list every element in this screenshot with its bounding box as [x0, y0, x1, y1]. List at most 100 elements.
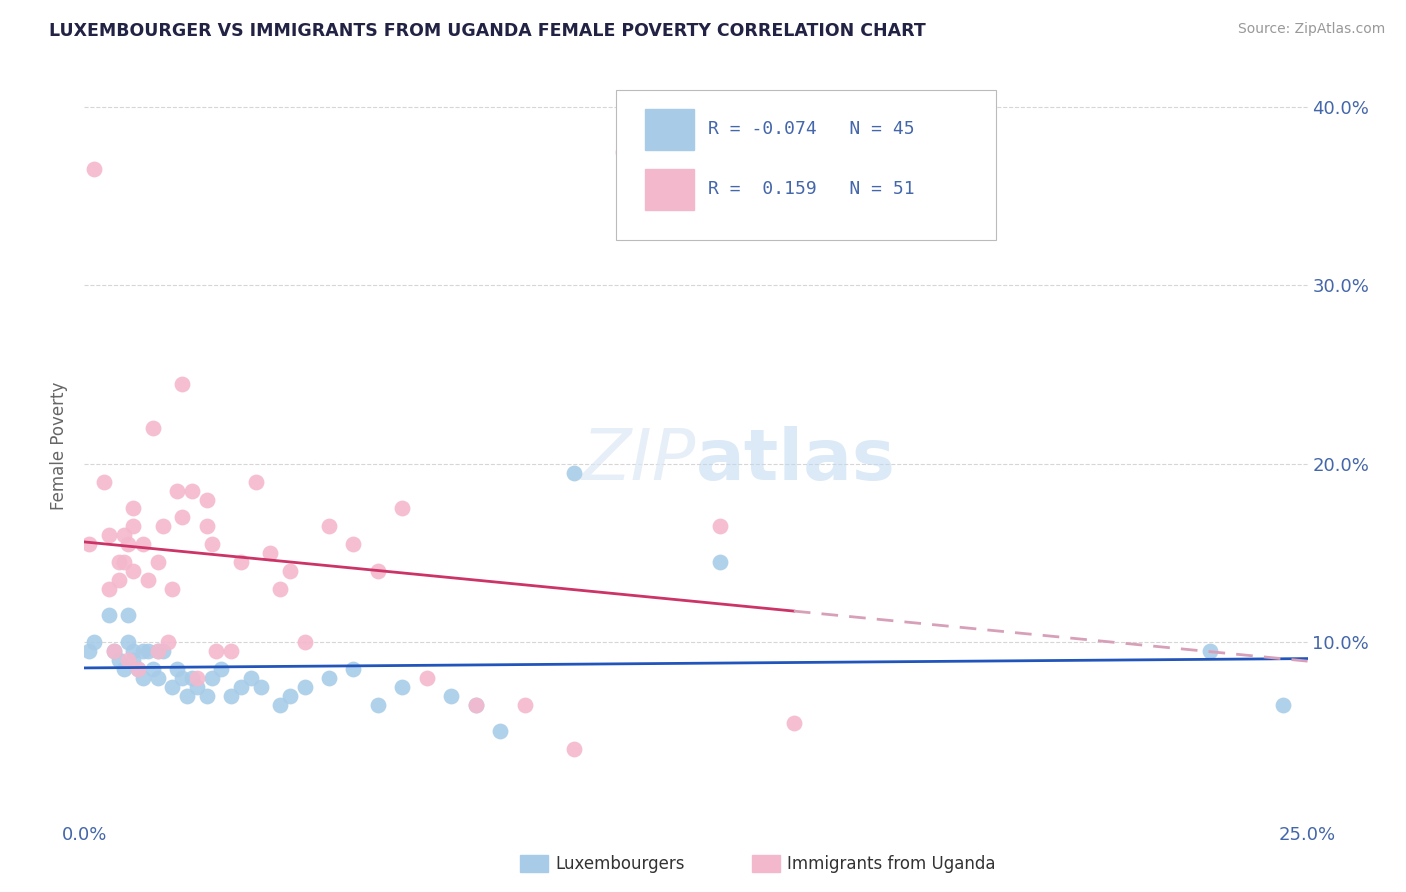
Point [77, 537, 100, 551]
Point [112, 528, 135, 542]
FancyBboxPatch shape [644, 169, 693, 210]
Point [152, 519, 174, 533]
Point [367, 564, 389, 578]
Text: R = -0.074   N = 45: R = -0.074 N = 45 [709, 120, 915, 138]
Point [117, 635, 139, 649]
Point [122, 564, 145, 578]
Point [77, 644, 100, 658]
Point [342, 537, 364, 551]
Point [269, 698, 291, 712]
Point [146, 644, 169, 658]
Text: Immigrants from Uganda: Immigrants from Uganda [787, 855, 995, 873]
Point [709, 519, 731, 533]
Point [83, 635, 105, 649]
Point [209, 662, 232, 676]
Point [259, 546, 281, 560]
Point [97, 528, 120, 542]
Point [1272, 698, 1295, 712]
Point [562, 742, 585, 756]
Point [112, 662, 135, 676]
Point [219, 689, 242, 703]
Point [132, 537, 155, 551]
Text: R =  0.159   N = 51: R = 0.159 N = 51 [709, 180, 915, 198]
Point [107, 573, 129, 587]
Point [195, 689, 218, 703]
Point [127, 662, 149, 676]
Point [97, 608, 120, 623]
Point [391, 501, 413, 516]
Point [162, 582, 184, 596]
Point [229, 680, 252, 694]
Point [294, 635, 316, 649]
Point [278, 689, 301, 703]
Point [205, 644, 228, 658]
Point [156, 635, 179, 649]
Point [200, 671, 222, 685]
Point [612, 145, 634, 159]
Point [122, 501, 145, 516]
Point [709, 555, 731, 569]
Point [172, 510, 194, 524]
Point [342, 662, 364, 676]
Point [142, 662, 165, 676]
Point [122, 644, 145, 658]
Point [562, 466, 585, 480]
FancyBboxPatch shape [644, 109, 693, 150]
Point [245, 475, 267, 489]
Point [294, 680, 316, 694]
Point [136, 573, 159, 587]
Point [249, 680, 271, 694]
Point [464, 698, 486, 712]
Y-axis label: Female Poverty: Female Poverty [51, 382, 69, 510]
Point [122, 519, 145, 533]
Point [117, 537, 139, 551]
Point [239, 671, 262, 685]
Point [513, 698, 536, 712]
Point [107, 653, 129, 667]
Text: Luxembourgers: Luxembourgers [555, 855, 685, 873]
Point [107, 555, 129, 569]
Text: Source: ZipAtlas.com: Source: ZipAtlas.com [1237, 22, 1385, 37]
Text: ZIP: ZIP [582, 426, 696, 495]
Point [195, 519, 218, 533]
Point [127, 662, 149, 676]
Point [367, 698, 389, 712]
Point [416, 671, 439, 685]
Point [489, 724, 512, 739]
Point [136, 644, 159, 658]
Point [186, 680, 208, 694]
Point [318, 671, 340, 685]
Point [103, 644, 125, 658]
Point [132, 644, 155, 658]
Point [97, 582, 120, 596]
Point [166, 662, 188, 676]
Point [1198, 644, 1220, 658]
Point [219, 644, 242, 658]
Point [181, 671, 204, 685]
Text: LUXEMBOURGER VS IMMIGRANTS FROM UGANDA FEMALE POVERTY CORRELATION CHART: LUXEMBOURGER VS IMMIGRANTS FROM UGANDA F… [49, 22, 927, 40]
Point [172, 671, 194, 685]
FancyBboxPatch shape [616, 90, 995, 240]
Point [117, 653, 139, 667]
Point [783, 715, 806, 730]
Point [269, 582, 291, 596]
Point [186, 671, 208, 685]
Point [112, 555, 135, 569]
Point [117, 608, 139, 623]
Point [146, 644, 169, 658]
Point [200, 537, 222, 551]
Point [195, 492, 218, 507]
Point [146, 555, 169, 569]
Point [181, 483, 204, 498]
Point [391, 680, 413, 694]
Point [93, 475, 115, 489]
Point [146, 671, 169, 685]
Point [142, 421, 165, 435]
Text: atlas: atlas [696, 426, 896, 495]
Point [162, 680, 184, 694]
Point [229, 555, 252, 569]
Point [172, 376, 194, 391]
Point [176, 689, 198, 703]
Point [440, 689, 463, 703]
Point [166, 483, 188, 498]
